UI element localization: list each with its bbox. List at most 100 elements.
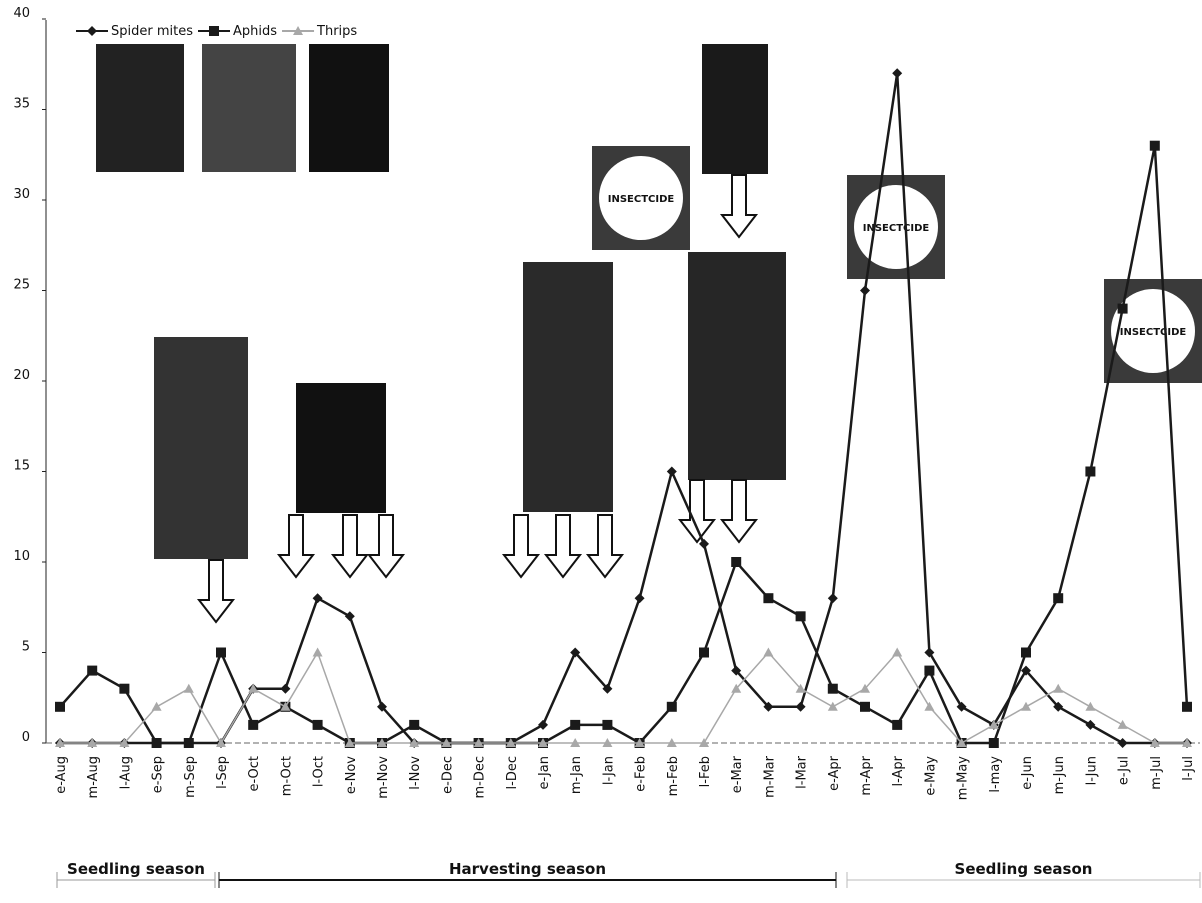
x-tick-label: m-Nov [376,756,391,799]
y-tick-label: 35 [13,97,30,112]
point [828,593,838,603]
arrow [722,480,756,542]
x-tick-label: m-Jan [569,756,584,794]
point [409,720,419,730]
point [892,648,902,657]
arrow [199,560,233,622]
y-tick-label: 30 [13,187,30,202]
point [184,684,194,693]
point [1053,593,1063,603]
point [1118,738,1128,748]
x-tick-label: l-Jun [1084,756,1099,785]
point [860,702,870,712]
point [892,68,902,78]
insecticide-label: INSECTCIDE [608,194,675,205]
y-tick-label: 25 [13,278,30,293]
series-line [60,653,1187,744]
point [1118,304,1128,314]
point [1085,467,1095,477]
legend-label: Thrips [316,24,357,39]
point [731,557,741,567]
y-tick-label: 10 [13,549,30,564]
point [216,648,226,658]
point [828,702,838,711]
point [345,611,355,621]
legend-label: Spider mites [111,24,193,39]
point [667,702,677,712]
x-tick-label: l-Apr [891,755,906,786]
arrow [588,515,622,577]
point [1021,702,1031,711]
point [667,467,677,477]
point [989,738,999,748]
point [1085,702,1095,711]
point [1085,720,1095,730]
x-tick-label: m-Oct [279,756,294,796]
point [570,720,580,730]
point [152,702,162,711]
point [699,648,709,658]
point [313,593,323,603]
x-tick-label: e-Aug [54,756,69,794]
x-tick-label: e-Feb [634,756,649,792]
x-tick-label: e-Dec [440,756,455,794]
x-tick-label: e-Apr [827,755,842,791]
x-tick-label: m-Feb [666,756,681,796]
point [1053,684,1063,693]
point [635,593,645,603]
y-tick-label: 40 [13,6,30,21]
point [87,26,97,36]
point [796,611,806,621]
arrow [546,515,580,577]
arrow [680,480,714,542]
x-tick-label: m-Aug [86,756,101,798]
arrow [369,515,403,577]
season-label: Harvesting season [449,860,606,878]
x-tick-label: l-Jul [1181,756,1196,781]
arrow [279,515,313,577]
x-tick-label: e-May [923,756,938,796]
point [1182,702,1192,712]
point [1150,141,1160,151]
point [152,738,162,748]
arrow [722,175,756,237]
x-tick-label: l-Sep [215,756,230,789]
point [602,720,612,730]
x-tick-label: m-May [956,756,971,801]
x-tick-label: e-Jul [1117,756,1132,785]
x-tick-label: l-Oct [312,756,327,787]
point [184,738,194,748]
y-tick-label: 5 [22,640,30,655]
y-tick-label: 0 [22,730,30,745]
point [313,720,323,730]
point [860,286,870,296]
point [763,648,773,657]
season-label: Seedling season [67,860,205,878]
point [924,702,934,711]
x-tick-label: l-Dec [505,756,520,789]
arrow [504,515,538,577]
point [55,702,65,712]
x-tick-label: l-Feb [698,756,713,787]
y-tick-label: 20 [13,368,30,383]
x-tick-label: m-Jun [1052,756,1067,794]
point [248,720,258,730]
x-tick-label: e-Oct [247,756,262,792]
point [1021,648,1031,658]
point [796,702,806,712]
point [313,648,323,657]
point [119,684,129,694]
point [828,684,838,694]
x-tick-label: l-Aug [118,756,133,789]
x-tick-label: e-Jan [537,756,552,789]
x-tick-label: m-Mar [762,755,777,798]
x-tick-label: m-Jul [1149,756,1164,790]
insecticide-label: INSECTCIDE [1120,327,1187,338]
x-tick-label: e-Sep [151,756,166,793]
arrow [333,515,367,577]
x-tick-label: l-Mar [795,755,810,788]
point [209,26,219,36]
point [1118,720,1128,729]
x-tick-label: l-Nov [408,756,423,790]
point [538,720,548,730]
